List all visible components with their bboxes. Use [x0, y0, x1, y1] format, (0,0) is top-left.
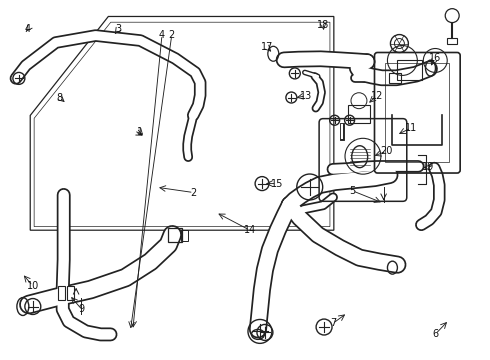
Text: 15: 15 [270, 179, 283, 189]
Text: 2: 2 [169, 30, 175, 40]
Text: 14: 14 [244, 225, 256, 235]
Text: 6: 6 [432, 329, 439, 339]
Text: 17: 17 [261, 42, 273, 52]
Text: 9: 9 [78, 304, 85, 314]
Bar [181, 230, 188, 241]
Text: 4: 4 [24, 24, 31, 35]
Text: 18: 18 [317, 20, 329, 30]
Text: 3: 3 [115, 24, 121, 35]
Bar [168, 228, 182, 242]
Bar [390, 73, 401, 84]
Text: 8: 8 [56, 93, 63, 103]
Text: 13: 13 [300, 91, 312, 101]
Bar [67, 285, 74, 300]
Text: 12: 12 [370, 91, 383, 101]
Text: 20: 20 [380, 146, 393, 156]
Bar [386, 63, 449, 162]
Bar [348, 105, 370, 123]
Text: 1: 1 [137, 127, 143, 136]
Bar [447, 37, 457, 44]
Bar [397, 60, 422, 80]
Text: 16: 16 [429, 53, 441, 63]
Text: 2: 2 [191, 188, 197, 198]
Text: 5: 5 [349, 186, 356, 196]
Bar [58, 285, 65, 300]
Text: 4: 4 [159, 30, 165, 40]
Text: 11: 11 [405, 123, 417, 133]
Text: 19: 19 [422, 162, 434, 172]
Text: 7: 7 [330, 319, 336, 328]
Text: 10: 10 [26, 281, 39, 291]
